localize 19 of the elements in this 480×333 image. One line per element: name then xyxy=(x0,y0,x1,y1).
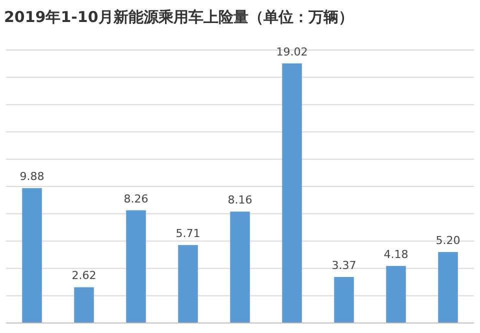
bar xyxy=(438,252,458,323)
bar xyxy=(178,245,198,323)
data-label: 8.16 xyxy=(228,194,252,207)
bar xyxy=(22,188,42,323)
data-label: 19.02 xyxy=(276,45,308,58)
bar xyxy=(386,266,406,323)
data-label: 4.18 xyxy=(384,248,408,261)
data-label: 5.20 xyxy=(436,234,460,248)
bar xyxy=(282,63,302,323)
bar xyxy=(74,287,94,323)
data-label: 9.88 xyxy=(20,170,44,184)
bar xyxy=(230,212,250,323)
data-label: 2.62 xyxy=(72,269,96,282)
bar xyxy=(126,210,146,323)
chart-title: 2019年1-10月新能源乘用车上险量（单位：万辆） xyxy=(4,8,354,26)
data-label: 5.71 xyxy=(176,227,200,240)
data-label: 3.37 xyxy=(332,259,356,272)
bar xyxy=(334,277,354,323)
data-label: 8.26 xyxy=(124,192,148,206)
